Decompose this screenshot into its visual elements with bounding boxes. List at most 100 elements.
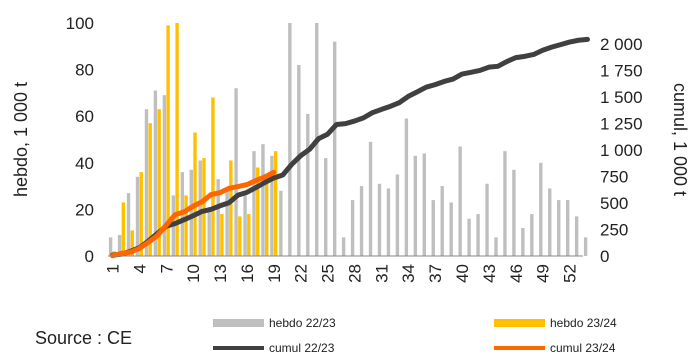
- bar-hebdo-22-23-50[interactable]: [548, 188, 552, 256]
- bar-hebdo-23-24-8[interactable]: [175, 23, 179, 256]
- x-tick-label-19: 19: [265, 264, 284, 283]
- x-tick-label-37: 37: [426, 264, 445, 283]
- x-tick-label-1: 1: [103, 264, 122, 273]
- bar-hebdo-22-23-32[interactable]: [386, 188, 391, 256]
- bar-hebdo-23-24-10[interactable]: [193, 132, 197, 256]
- bar-hebdo-23-24-18[interactable]: [265, 176, 269, 256]
- bar-hebdo-22-23-35[interactable]: [413, 155, 418, 256]
- bar-hebdo-22-23-15[interactable]: [234, 88, 238, 257]
- bar-hebdo-22-23-45[interactable]: [503, 151, 507, 256]
- bar-hebdo-22-23-47[interactable]: [521, 228, 525, 256]
- legend-label-cumul-22-23: cumul 22/23: [269, 341, 335, 355]
- bar-hebdo-22-23-20[interactable]: [279, 190, 283, 256]
- bar-hebdo-22-23-42[interactable]: [476, 214, 480, 256]
- bar-hebdo-22-23-23[interactable]: [306, 113, 310, 257]
- bar-hebdo-22-23-52[interactable]: [565, 200, 570, 256]
- y-right-tick-750: 750: [600, 168, 628, 187]
- bar-hebdo-22-23-3[interactable]: [126, 193, 131, 256]
- bar-hebdo-23-24-5[interactable]: [148, 123, 152, 256]
- bar-hebdo-22-23-41[interactable]: [467, 218, 471, 256]
- bar-hebdo-23-24-4[interactable]: [139, 172, 143, 256]
- bar-hebdo-22-23-26[interactable]: [332, 41, 337, 256]
- legend-swatch-hebdo-22-23: [213, 319, 264, 327]
- x-tick-label-25: 25: [319, 264, 338, 283]
- y-right-tick-1500: 1 500: [600, 88, 643, 107]
- bar-hebdo-22-23-21[interactable]: [288, 23, 292, 256]
- bar-hebdo-23-24-7[interactable]: [166, 25, 170, 256]
- bar-hebdo-23-24-17[interactable]: [256, 167, 260, 256]
- bar-hebdo-23-24-9[interactable]: [184, 195, 188, 256]
- y-right-axis-title: cumul, 1 000 t: [670, 83, 689, 196]
- y-right-tick-1250: 1 250: [600, 115, 643, 134]
- bar-hebdo-23-24-16[interactable]: [247, 214, 251, 256]
- y-left-tick-0: 0: [85, 247, 94, 266]
- legend-label-hebdo-22-23: hebdo 22/23: [269, 316, 336, 330]
- bar-hebdo-22-23-2[interactable]: [117, 235, 122, 256]
- bar-hebdo-22-23-25[interactable]: [324, 158, 328, 256]
- bar-hebdo-22-23-37[interactable]: [431, 200, 435, 256]
- bar-hebdo-22-23-5[interactable]: [144, 109, 149, 257]
- bar-hebdo-22-23-36[interactable]: [422, 153, 426, 256]
- bar-hebdo-22-23-49[interactable]: [539, 162, 543, 256]
- bar-hebdo-23-24-3[interactable]: [130, 230, 134, 256]
- bar-hebdo-22-23-13[interactable]: [216, 179, 220, 256]
- x-tick-label-4: 4: [130, 264, 149, 273]
- bar-hebdo-22-23-39[interactable]: [449, 202, 453, 256]
- bar-hebdo-22-23-18[interactable]: [261, 144, 265, 256]
- bar-hebdo-22-23-1[interactable]: [108, 237, 113, 256]
- bar-hebdo-23-24-11[interactable]: [202, 158, 206, 256]
- bar-hebdo-23-24-14[interactable]: [229, 160, 233, 256]
- bar-hebdo-23-24-15[interactable]: [238, 216, 242, 256]
- source-label: Source : CE: [35, 328, 132, 348]
- x-tick-label-16: 16: [238, 264, 257, 283]
- bar-hebdo-22-23-28[interactable]: [350, 200, 355, 256]
- y-right-tick-1750: 1 750: [600, 62, 643, 81]
- bar-hebdo-22-23-6[interactable]: [153, 90, 158, 256]
- bar-hebdo-23-24-13[interactable]: [220, 214, 224, 256]
- bar-hebdo-22-23-11[interactable]: [198, 160, 202, 256]
- bar-hebdo-22-23-7[interactable]: [162, 95, 167, 256]
- bar-hebdo-22-23-44[interactable]: [494, 237, 498, 256]
- y-left-tick-80: 80: [75, 61, 94, 80]
- bar-hebdo-22-23-33[interactable]: [395, 174, 400, 256]
- bar-hebdo-22-23-38[interactable]: [440, 186, 444, 256]
- x-tick-label-52: 52: [561, 264, 580, 283]
- line-cumul-22-23[interactable]: [109, 36, 590, 258]
- bar-hebdo-22-23-12[interactable]: [207, 209, 211, 256]
- bar-hebdo-22-23-43[interactable]: [485, 183, 489, 256]
- bar-hebdo-23-24-6[interactable]: [157, 109, 161, 257]
- bar-hebdo-23-24-2[interactable]: [121, 202, 126, 256]
- bar-hebdo-22-23-17[interactable]: [252, 151, 256, 256]
- y-left-tick-100: 100: [66, 14, 94, 33]
- bar-hebdo-23-24-19[interactable]: [273, 151, 278, 256]
- x-tick-label-22: 22: [292, 264, 311, 283]
- x-tick-label-7: 7: [157, 264, 176, 273]
- bar-hebdo-22-23-48[interactable]: [530, 214, 534, 256]
- bar-hebdo-22-23-54[interactable]: [583, 237, 588, 256]
- bar-hebdo-22-23-16[interactable]: [243, 195, 247, 256]
- bar-hebdo-22-23-4[interactable]: [135, 176, 140, 256]
- bar-hebdo-22-23-30[interactable]: [368, 141, 373, 256]
- bar-hebdo-22-23-19[interactable]: [270, 155, 274, 256]
- x-tick-label-34: 34: [399, 264, 418, 283]
- bar-hebdo-22-23-53[interactable]: [574, 216, 579, 256]
- x-tick-label-31: 31: [372, 264, 391, 283]
- bar-hebdo-22-23-46[interactable]: [512, 169, 516, 256]
- bar-hebdo-22-23-14[interactable]: [225, 188, 229, 256]
- bar-hebdo-22-23-10[interactable]: [189, 169, 193, 256]
- bar-hebdo-22-23-51[interactable]: [557, 200, 561, 256]
- bar-hebdo-22-23-29[interactable]: [359, 186, 364, 256]
- y-left-tick-60: 60: [75, 107, 94, 126]
- bar-hebdo-22-23-34[interactable]: [404, 118, 409, 256]
- bar-hebdo-23-24-12[interactable]: [211, 97, 215, 256]
- line-cumul-23-24[interactable]: [109, 169, 277, 259]
- bar-hebdo-22-23-27[interactable]: [341, 237, 346, 256]
- x-tick-label-40: 40: [453, 264, 472, 283]
- y-right-tick-2000: 2 000: [600, 35, 643, 54]
- x-tick-label-49: 49: [534, 264, 553, 283]
- bar-hebdo-22-23-40[interactable]: [458, 146, 462, 256]
- y-right-tick-250: 250: [600, 221, 628, 240]
- bar-hebdo-22-23-31[interactable]: [377, 183, 382, 256]
